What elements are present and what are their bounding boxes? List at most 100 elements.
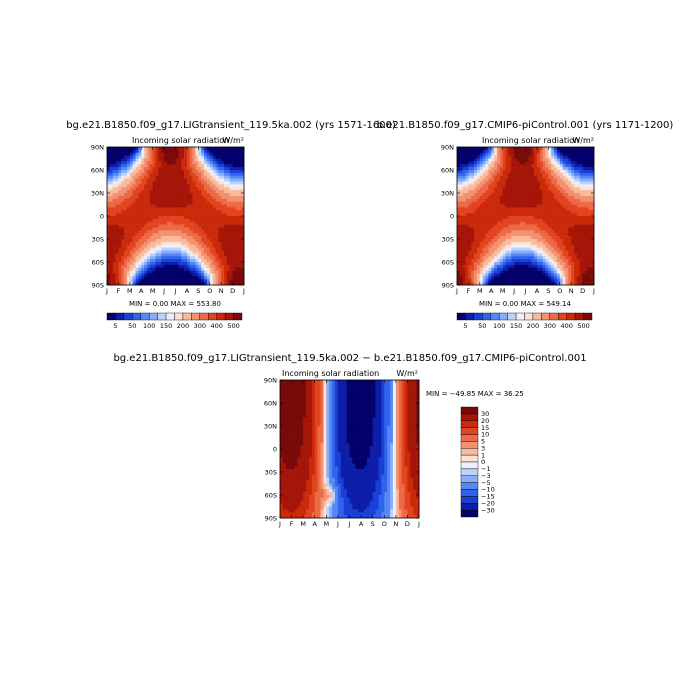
y-tick-label: 90N (264, 376, 277, 384)
x-tick-label: J (336, 520, 339, 528)
colorbar-swatch (174, 312, 184, 321)
colorbar-label: 300 (544, 322, 556, 330)
colorbar-label: −10 (481, 486, 495, 494)
colorbar-swatch (106, 312, 116, 321)
colorbar-label: 5 (481, 438, 485, 446)
colorbar-label: 15 (481, 424, 489, 432)
panel-2: b.e21.B1850.f09_g17.CMIP6-piControl.001 … (377, 120, 674, 330)
x-tick-label: N (219, 287, 224, 295)
colorbar-label: 20 (481, 417, 489, 425)
x-tick-label: F (467, 287, 471, 295)
colorbar-label: 500 (577, 322, 589, 330)
y-tick-label: 30N (264, 422, 277, 430)
x-tick-label: J (524, 287, 527, 295)
x-tick-label: D (580, 287, 585, 295)
colorbar-swatch (115, 312, 125, 321)
y-tick-label: 0 (273, 445, 277, 453)
colorbar-label: 50 (478, 322, 486, 330)
x-tick-label: J (455, 287, 458, 295)
x-tick-label: J (512, 287, 515, 295)
x-tick-label: M (127, 287, 133, 295)
x-tick-label: J (592, 287, 595, 295)
x-tick-label: A (313, 520, 318, 528)
x-tick-label: N (569, 287, 574, 295)
x-tick-label: S (546, 287, 550, 295)
colorbar-swatch (515, 312, 525, 321)
colorbar-label: 150 (510, 322, 522, 330)
x-tick-label: M (477, 287, 483, 295)
colorbar-swatch (498, 312, 508, 321)
panel-3-title: bg.e21.B1850.f09_g17.LIGtransient_119.5k… (113, 353, 586, 364)
colorbar-swatch (566, 312, 576, 321)
colorbar-swatch (460, 448, 479, 456)
y-tick-label: 30S (92, 235, 104, 243)
colorbar-swatch (460, 482, 479, 490)
colorbar-swatch (140, 312, 150, 321)
y-tick-label: 60N (91, 166, 104, 174)
colorbar-swatch (123, 312, 133, 321)
colorbar-label: 100 (493, 322, 505, 330)
y-tick-label: 90N (91, 143, 104, 151)
y-tick-label: 60S (92, 258, 104, 266)
colorbar-swatch (148, 312, 158, 321)
x-tick-label: A (489, 287, 494, 295)
colorbar-swatch (583, 312, 593, 321)
colorbar-label: 200 (177, 322, 189, 330)
colorbar-swatch (460, 489, 479, 497)
x-tick-label: J (278, 520, 281, 528)
panel-2-subtitle: Incoming solar radiation (482, 136, 579, 145)
y-tick-label: 0 (450, 212, 454, 220)
panel-1-min-max: MIN = 0.00 MAX = 553.80 (129, 300, 221, 308)
y-tick-label: 90S (265, 514, 277, 522)
colorbar-swatch (460, 420, 479, 428)
y-tick-label: 30S (442, 235, 454, 243)
colorbar-swatch (132, 312, 141, 321)
x-tick-label: S (371, 520, 375, 528)
colorbar-swatch (224, 312, 234, 321)
colorbar-swatch (482, 312, 491, 321)
colorbar-swatch (199, 312, 209, 321)
panel-2-min-max: MIN = 0.00 MAX = 549.14 (479, 300, 571, 308)
x-tick-label: F (117, 287, 121, 295)
colorbar-label: 3 (481, 444, 485, 452)
x-tick-label: M (150, 287, 156, 295)
colorbar-label: 300 (194, 322, 206, 330)
panel-2-units: W/m² (572, 136, 594, 145)
y-tick-label: 30N (441, 189, 454, 197)
colorbar-label: 100 (143, 322, 155, 330)
colorbar-swatch (456, 312, 466, 321)
x-tick-label: O (382, 520, 387, 528)
x-tick-label: J (242, 287, 245, 295)
colorbar-label: −5 (481, 479, 491, 487)
y-tick-label: 30N (91, 189, 104, 197)
colorbar-label: 0 (481, 458, 485, 466)
x-tick-label: M (300, 520, 306, 528)
colorbar-swatch (490, 312, 500, 321)
x-tick-label: D (230, 287, 235, 295)
x-tick-label: D (405, 520, 410, 528)
colorbar-swatch (460, 427, 479, 435)
x-tick-label: M (324, 520, 330, 528)
colorbar-label: 5 (113, 322, 117, 330)
colorbar-label: 30 (481, 410, 489, 418)
colorbar-swatch (233, 312, 243, 321)
panel-1: bg.e21.B1850.f09_g17.LIGtransient_119.5k… (66, 120, 396, 330)
x-tick-label: J (162, 287, 165, 295)
colorbar-label: 150 (160, 322, 172, 330)
colorbar-label: −30 (481, 506, 495, 514)
y-tick-label: 60S (265, 491, 277, 499)
x-tick-label: J (417, 520, 420, 528)
x-tick-label: A (185, 287, 190, 295)
x-tick-label: A (359, 520, 364, 528)
x-tick-label: S (196, 287, 200, 295)
panel-3: bg.e21.B1850.f09_g17.LIGtransient_119.5k… (113, 353, 586, 528)
colorbar-label: 5 (463, 322, 467, 330)
panel-1-title: bg.e21.B1850.f09_g17.LIGtransient_119.5k… (66, 120, 396, 131)
colorbar-label: 200 (527, 322, 539, 330)
colorbar-swatch (460, 503, 479, 511)
colorbar-label: −3 (481, 472, 491, 480)
colorbar-swatch (182, 312, 192, 321)
colorbar-swatch (460, 475, 479, 483)
